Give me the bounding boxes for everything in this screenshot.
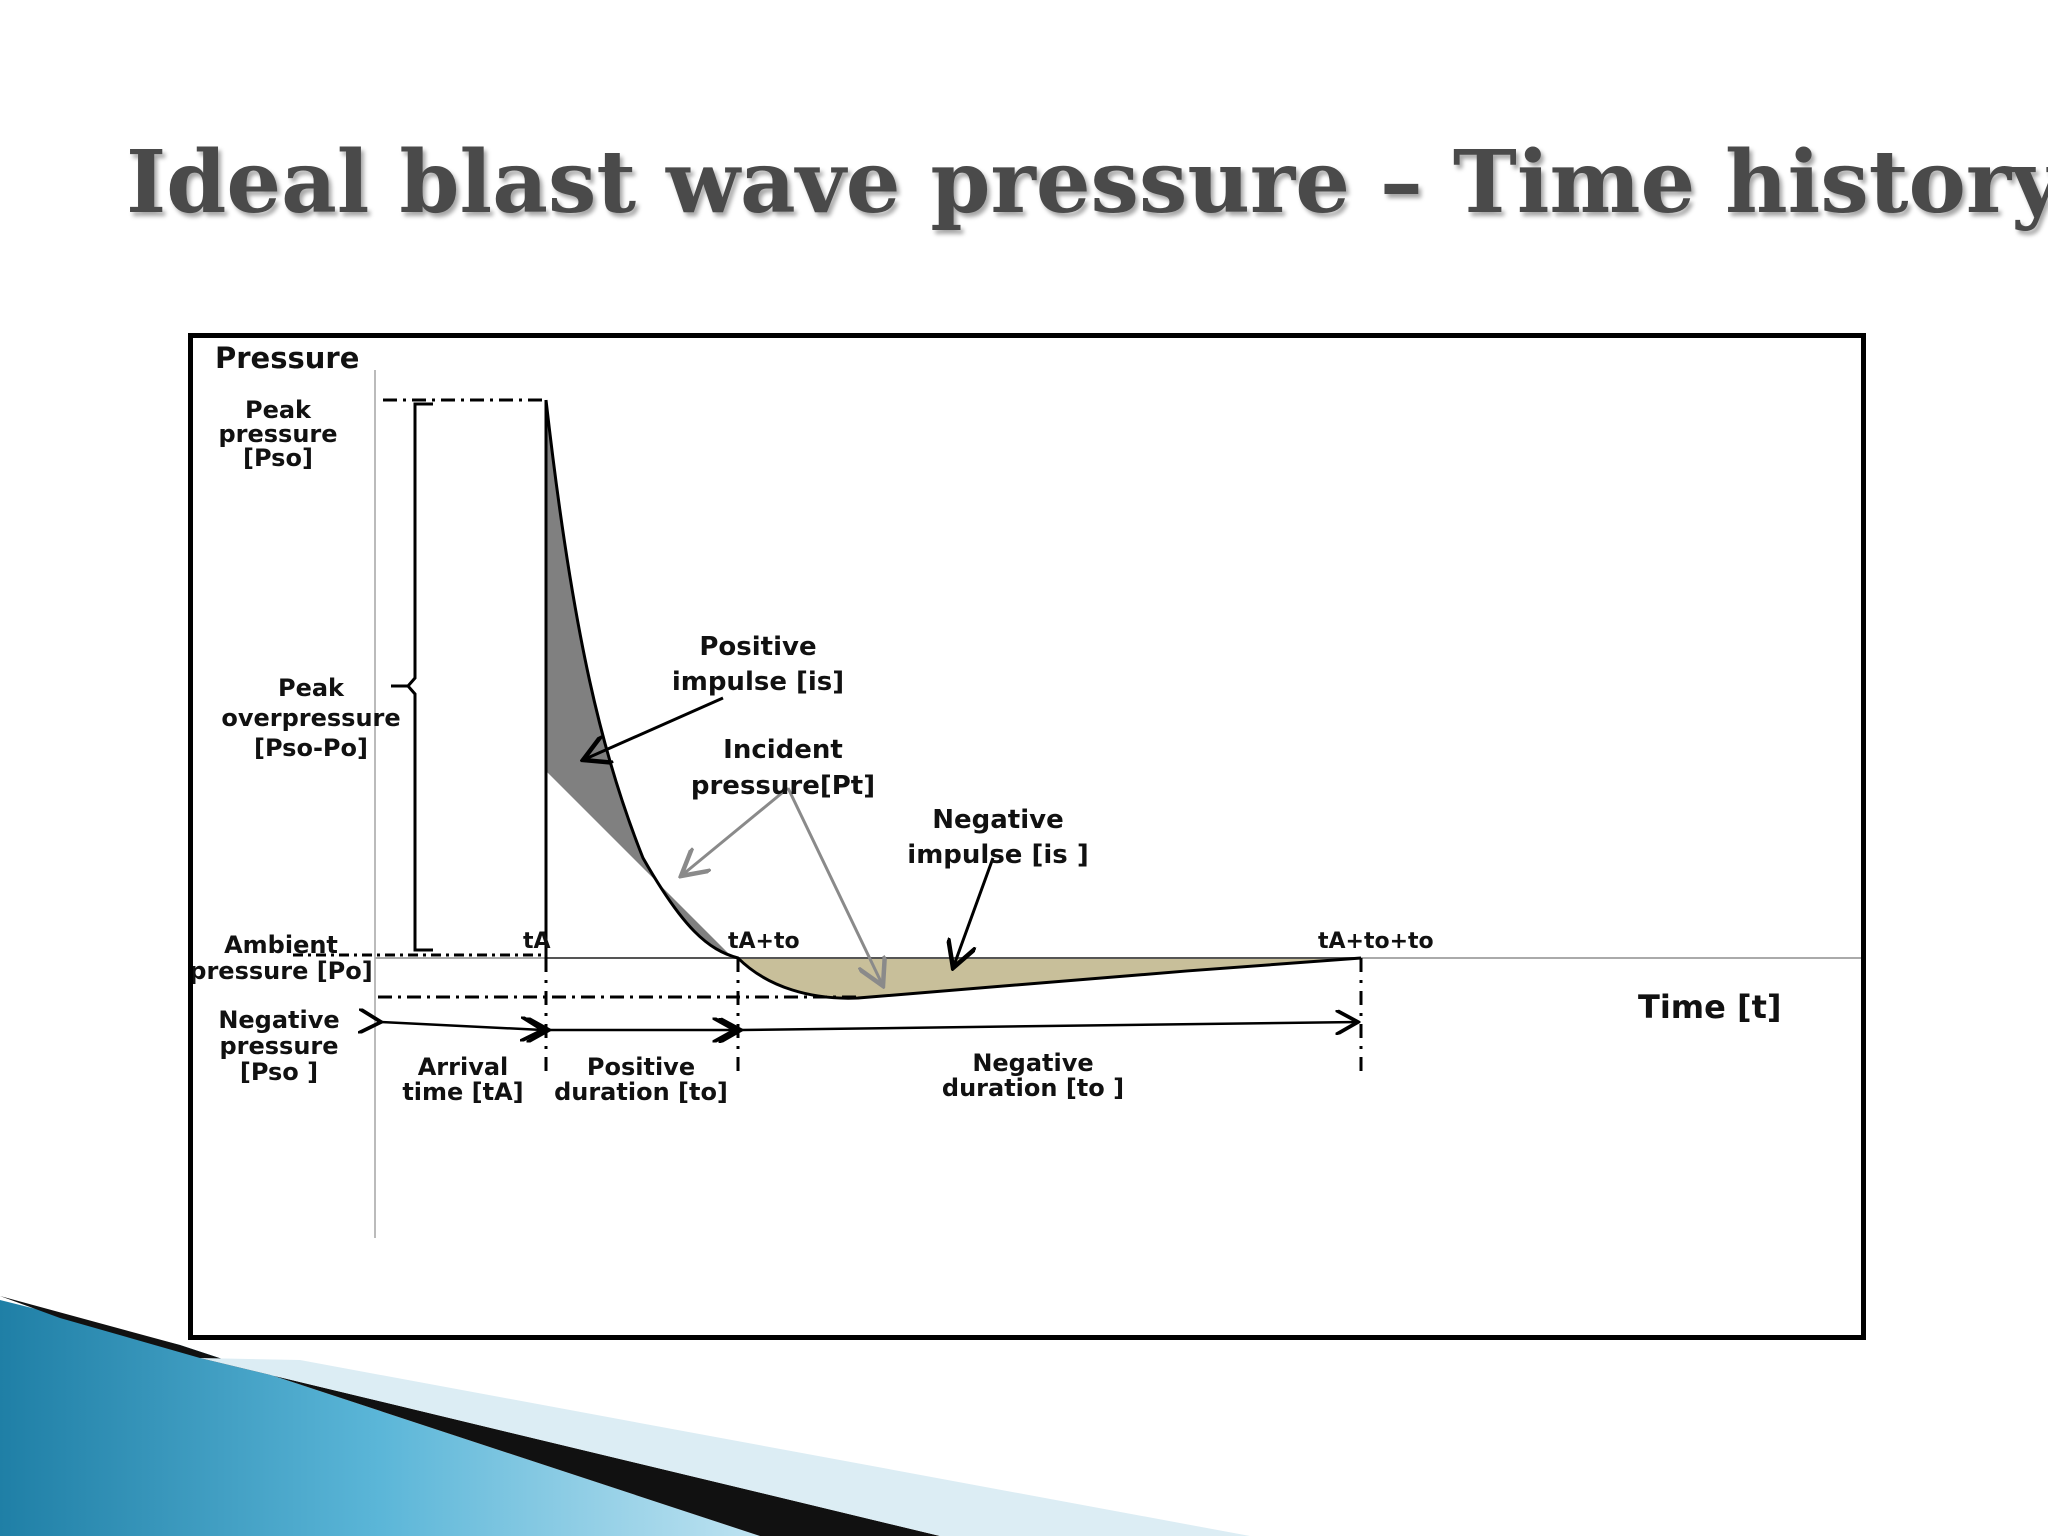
svg-text:impulse [is ]: impulse [is ] [907,840,1088,870]
svg-text:[Pso]: [Pso] [243,444,313,472]
svg-text:[Pso ]: [Pso ] [240,1058,318,1086]
svg-text:Arrival: Arrival [418,1053,509,1081]
svg-text:Incident: Incident [723,735,843,765]
negative-duration-label: Negative duration [to ] [942,1049,1124,1102]
svg-text:Positive: Positive [699,632,816,662]
svg-text:Ambient: Ambient [224,931,338,959]
arrival-time-arrow [381,1022,543,1030]
incident-pressure-arrow-1 [681,786,789,876]
svg-text:Peak: Peak [278,674,345,702]
incident-pressure-arrow-2 [786,787,883,986]
svg-text:pressure[Pt]: pressure[Pt] [691,771,875,801]
peak-pressure-label: Peak pressure [Pso] [218,396,337,472]
svg-text:[Pso-Po]: [Pso-Po] [254,734,368,762]
svg-text:duration [to ]: duration [to ] [942,1074,1124,1102]
svg-text:time [tA]: time [tA] [402,1078,523,1106]
ta-to-to-label: tA+to+to [1318,929,1434,954]
peak-overpressure-label: Peak overpressure [Pso-Po] [221,674,400,762]
negative-pressure-label: Negative pressure [Pso ] [218,1006,339,1086]
incident-pressure-label: Incident pressure[Pt] [691,735,875,801]
positive-impulse-arrow [583,696,724,760]
diagram-frame: Pressure Time [t] Peak pressure [Pso] Pe… [188,333,1866,1340]
negative-impulse-arrow [953,857,995,968]
svg-text:Negative: Negative [932,805,1063,835]
ta-to-label: tA+to [728,929,800,954]
svg-text:impulse [is]: impulse [is] [672,667,844,697]
slide-title: Ideal blast wave pressure – Time history [126,132,2048,233]
svg-text:Positive: Positive [587,1053,695,1081]
svg-text:overpressure: overpressure [221,704,400,732]
negative-impulse-label: Negative impulse [is ] [907,805,1088,870]
svg-text:pressure: pressure [219,1032,338,1060]
svg-text:Peak: Peak [245,396,312,424]
positive-duration-label: Positive duration [to] [554,1053,728,1106]
negative-duration-arrow [741,1022,1358,1030]
svg-text:Negative: Negative [972,1049,1093,1077]
y-axis-label: Pressure [215,341,359,375]
svg-text:pressure: pressure [218,420,337,448]
svg-text:duration [to]: duration [to] [554,1078,728,1106]
pressure-curve [544,399,1362,1000]
overpressure-bracket [406,402,433,952]
svg-text:pressure [Po]: pressure [Po] [193,957,373,985]
positive-impulse-area [546,400,738,958]
ta-label: tA [523,929,551,954]
negative-impulse-area [738,958,1361,999]
ambient-pressure-label: Ambient pressure [Po] [193,931,373,985]
svg-text:Negative: Negative [218,1006,339,1034]
x-axis-label: Time [t] [1638,988,1782,1026]
positive-impulse-label: Positive impulse [is] [672,632,844,697]
arrival-time-label: Arrival time [tA] [402,1053,523,1106]
